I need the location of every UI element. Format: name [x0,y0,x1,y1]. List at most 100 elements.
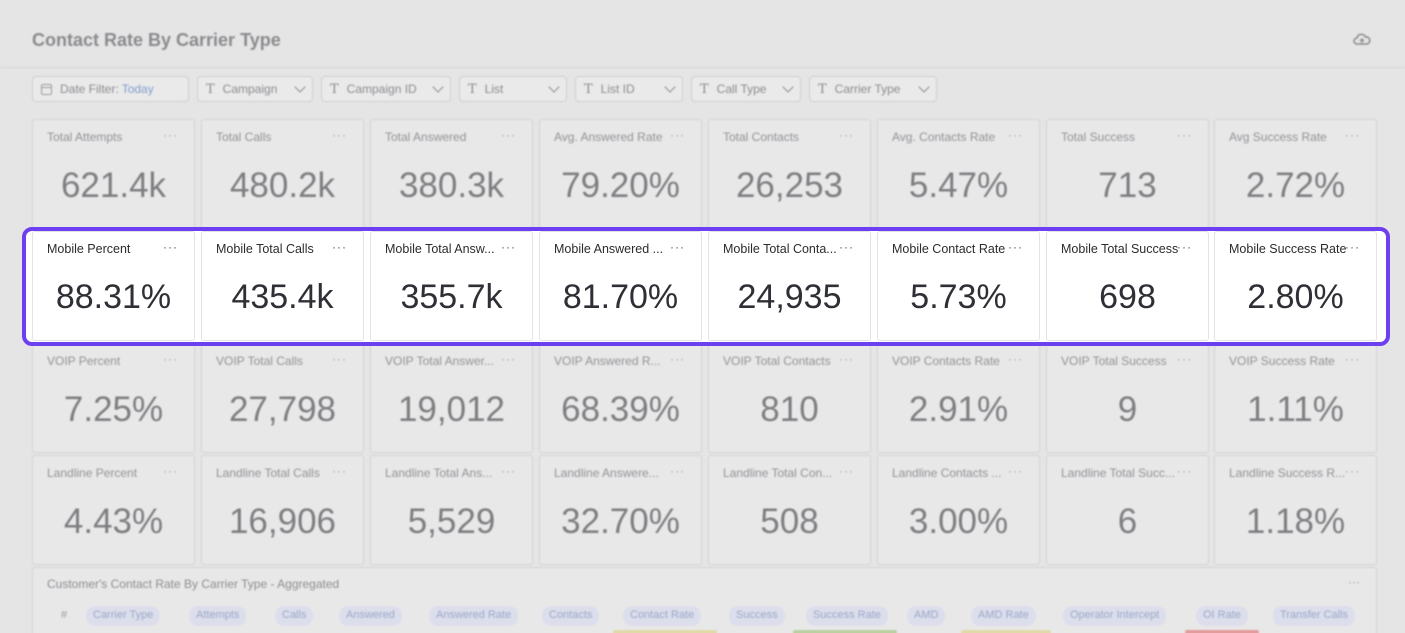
more-menu-icon[interactable]: ··· [839,464,854,478]
more-menu-icon[interactable]: ··· [1008,240,1023,254]
column-header[interactable]: Transfer Calls [1273,606,1356,626]
cloud-sync-icon[interactable] [1353,33,1371,47]
more-menu-icon[interactable]: ··· [163,128,178,142]
column-header[interactable]: Contact Rate [623,606,702,626]
more-menu-icon[interactable]: ··· [1008,464,1023,478]
kpi-card[interactable]: Landline Answere... ··· 32.70% [539,455,702,565]
kpi-card[interactable]: Total Attempts ··· 621.4k [32,119,195,229]
kpi-card[interactable]: Total Success ··· 713 [1046,119,1209,229]
more-menu-icon[interactable]: ··· [332,240,347,254]
kpi-card[interactable]: Landline Success R... ··· 1.18% [1214,455,1377,565]
column-header[interactable]: Carrier Type [86,606,161,626]
column-header[interactable]: AMD Rate [971,606,1036,626]
column-header[interactable]: Contacts [542,606,600,626]
more-menu-icon[interactable]: ··· [1177,352,1192,366]
list-id-filter[interactable]: T List ID [575,76,683,102]
date-filter[interactable]: Date Filter: Today [32,76,189,102]
more-menu-icon[interactable]: ··· [332,352,347,366]
kpi-label: Landline Total Calls [216,466,320,480]
kpi-card[interactable]: Landline Total Ans... ··· 5,529 [370,455,533,565]
more-menu-icon[interactable]: ··· [1008,352,1023,366]
more-menu-icon[interactable]: ··· [670,240,685,254]
kpi-card[interactable]: Mobile Total Conta... ··· 24,935 [708,231,871,341]
kpi-label: Landline Total Con... [723,466,833,480]
campaign-filter[interactable]: T Campaign [197,76,313,102]
kpi-card[interactable]: Mobile Contact Rate ··· 5.73% [877,231,1040,341]
column-header[interactable]: Success Rate [806,606,888,626]
kpi-value: 26,253 [735,166,844,205]
more-menu-icon[interactable]: ··· [332,464,347,478]
kpi-card[interactable]: Mobile Total Calls ··· 435.4k [201,231,364,341]
kpi-card[interactable]: Avg. Answered Rate ··· 79.20% [539,119,702,229]
more-menu-icon[interactable]: ··· [839,240,854,254]
kpi-card[interactable]: VOIP Total Answer... ··· 19,012 [370,343,533,453]
kpi-label: Landline Percent [47,466,138,480]
kpi-card[interactable]: Total Calls ··· 480.2k [201,119,364,229]
column-header[interactable]: OI Rate [1196,606,1248,626]
kpi-card[interactable]: VOIP Total Success ··· 9 [1046,343,1209,453]
kpi-card[interactable]: Landline Total Calls ··· 16,906 [201,455,364,565]
kpi-card[interactable]: Landline Percent ··· 4.43% [32,455,195,565]
column-header[interactable]: Answered [339,606,402,626]
list-filter[interactable]: T List [459,76,567,102]
more-menu-icon[interactable]: ··· [501,352,516,366]
campaign-id-filter[interactable]: T Campaign ID [321,76,451,102]
kpi-card[interactable]: VOIP Total Calls ··· 27,798 [201,343,364,453]
kpi-label: VOIP Contacts Rate [892,354,1000,368]
kpi-label: Mobile Answered ... [554,242,664,256]
more-menu-icon[interactable]: ··· [501,464,516,478]
call-type-filter[interactable]: T Call Type [691,76,801,102]
more-menu-icon[interactable]: ··· [839,352,854,366]
kpi-card[interactable]: Mobile Total Success ··· 698 [1046,231,1209,341]
kpi-label: Landline Total Ans... [385,466,493,480]
kpi-card[interactable]: VOIP Answered R... ··· 68.39% [539,343,702,453]
column-header[interactable]: Operator Intercept [1063,606,1167,626]
kpi-card[interactable]: Landline Total Con... ··· 508 [708,455,871,565]
more-menu-icon[interactable]: ··· [163,240,178,254]
more-menu-icon[interactable]: ··· [332,128,347,142]
column-header[interactable]: AMD [907,606,946,626]
more-menu-icon[interactable]: ··· [670,464,685,478]
carrier-type-filter[interactable]: T Carrier Type [809,76,937,102]
kpi-card[interactable]: Mobile Total Answ... ··· 355.7k [370,231,533,341]
column-header[interactable]: Answered Rate [429,606,519,626]
page-title: Contact Rate By Carrier Type [32,30,281,50]
column-header[interactable]: Calls [275,606,314,626]
more-menu-icon[interactable]: ··· [839,128,854,142]
kpi-card[interactable]: VOIP Total Contacts ··· 810 [708,343,871,453]
more-menu-icon[interactable]: ··· [1345,128,1360,142]
kpi-card[interactable]: Avg Success Rate ··· 2.72% [1214,119,1377,229]
kpi-card[interactable]: Mobile Percent ··· 88.31% [32,231,195,341]
more-menu-icon[interactable]: ··· [670,352,685,366]
chevron-down-icon [664,81,676,93]
kpi-card[interactable]: VOIP Contacts Rate ··· 2.91% [877,343,1040,453]
kpi-card[interactable]: VOIP Success Rate ··· 1.11% [1214,343,1377,453]
more-menu-icon[interactable]: ··· [163,464,178,478]
more-menu-icon[interactable]: ··· [1345,464,1360,478]
kpi-card[interactable]: Total Answered ··· 380.3k [370,119,533,229]
more-menu-icon[interactable]: ··· [1348,575,1360,589]
more-menu-icon[interactable]: ··· [670,128,685,142]
kpi-label: Landline Contacts ... [892,466,1002,480]
kpi-card[interactable]: Mobile Answered ... ··· 81.70% [539,231,702,341]
more-menu-icon[interactable]: ··· [1008,128,1023,142]
kpi-card[interactable]: Landline Total Succ... ··· 6 [1046,455,1209,565]
kpi-card[interactable]: Avg. Contacts Rate ··· 5.47% [877,119,1040,229]
more-menu-icon[interactable]: ··· [1177,464,1192,478]
list-filter-label: List [484,82,504,96]
more-menu-icon[interactable]: ··· [163,352,178,366]
more-menu-icon[interactable]: ··· [501,128,516,142]
column-header[interactable]: Success [729,606,785,626]
more-menu-icon[interactable]: ··· [1345,240,1360,254]
kpi-value: 713 [1098,166,1157,205]
column-header[interactable]: Attempts [189,606,247,626]
kpi-card[interactable]: Landline Contacts ... ··· 3.00% [877,455,1040,565]
kpi-card[interactable]: VOIP Percent ··· 7.25% [32,343,195,453]
more-menu-icon[interactable]: ··· [1177,240,1192,254]
kpi-card[interactable]: Total Contacts ··· 26,253 [708,119,871,229]
more-menu-icon[interactable]: ··· [501,240,516,254]
more-menu-icon[interactable]: ··· [1177,128,1192,142]
kpi-value: 2.72% [1245,166,1346,205]
more-menu-icon[interactable]: ··· [1345,352,1360,366]
kpi-card[interactable]: Mobile Success Rate ··· 2.80% [1214,231,1377,341]
